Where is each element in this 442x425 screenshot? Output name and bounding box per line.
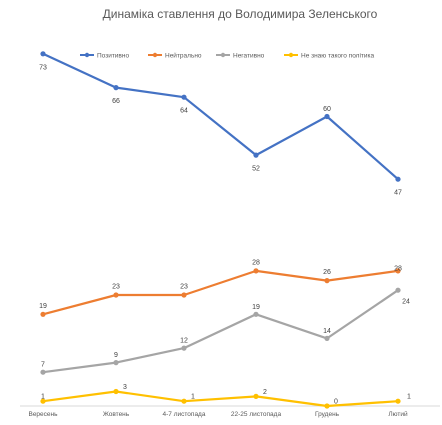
data-label: 64 [180, 108, 188, 115]
data-point [40, 369, 46, 375]
data-point [395, 176, 401, 182]
data-point [395, 287, 401, 293]
data-label: 7 [41, 362, 45, 369]
data-label: 2 [263, 389, 267, 396]
legend: Позитивно Нейтрально Негативно Не знаю тако… [80, 51, 375, 59]
legend-marker-2 [152, 52, 158, 58]
data-point [40, 398, 46, 404]
data-point [395, 398, 401, 404]
series-line-4 [42, 390, 399, 408]
x-tick-label-2: Жовтень [103, 411, 130, 418]
series-3: 7 9 12 19 14 24 [40, 287, 410, 375]
data-point [253, 311, 259, 317]
data-label: 9 [114, 352, 118, 359]
legend-marker-4 [288, 52, 294, 58]
data-point [113, 292, 119, 298]
legend-label-1: Позитивно [97, 52, 129, 59]
data-point [181, 345, 187, 351]
legend-label-2: Нейтрально [165, 51, 202, 59]
data-label: 23 [180, 284, 188, 291]
data-point [324, 403, 330, 409]
legend-label-4: Не знаю такого політика [301, 51, 375, 59]
x-axis-tick-labels: Вересень Жовтень 4-7 листопада 22-25 листоп… [28, 410, 407, 418]
series-4: 1 3 1 2 0 1 [40, 384, 411, 409]
x-tick-label-6: Лютий [388, 410, 408, 418]
data-point [181, 292, 187, 298]
data-point [253, 268, 259, 274]
data-point [324, 278, 330, 284]
x-tick-label-4: 22-25 листопада [231, 411, 282, 418]
data-label: 52 [252, 166, 260, 173]
data-label: 0 [334, 399, 338, 406]
data-label: 1 [191, 394, 195, 401]
series-line-2 [42, 269, 399, 316]
data-point [253, 393, 259, 399]
chart-title: Динаміка ставлення до Володимира Зеленсь… [103, 7, 378, 21]
data-label: 66 [112, 98, 120, 105]
data-label: 28 [252, 259, 260, 266]
data-point [40, 51, 46, 57]
x-tick-label-1: Вересень [28, 411, 58, 418]
legend-marker-3 [220, 52, 226, 58]
legend-label-3: Негативно [233, 52, 265, 59]
data-label: 26 [323, 269, 331, 276]
series-2: 19 23 23 28 26 28 [39, 259, 402, 317]
series-1: 73 66 64 52 60 47 [39, 51, 402, 197]
data-point [253, 152, 259, 158]
data-label: 19 [252, 304, 260, 311]
data-label: 3 [123, 384, 127, 391]
data-point [324, 113, 330, 120]
x-tick-label-3: 4-7 листопада [163, 411, 206, 418]
data-label: 23 [112, 284, 120, 291]
data-label: 60 [323, 106, 331, 113]
series-line-1 [42, 52, 399, 181]
data-label: 28 [394, 265, 402, 272]
data-label: 47 [394, 190, 402, 197]
data-point [181, 94, 187, 100]
data-point [181, 398, 187, 404]
data-label: 12 [180, 338, 188, 345]
legend-marker-1 [84, 52, 90, 58]
data-label: 1 [41, 394, 45, 401]
data-point [395, 268, 401, 274]
data-label: 1 [407, 394, 411, 401]
data-point [113, 388, 119, 395]
series-line-3 [42, 289, 399, 374]
data-point [113, 85, 119, 91]
data-point [324, 335, 330, 341]
data-label: 24 [402, 299, 410, 306]
data-point [40, 311, 46, 317]
data-label: 14 [323, 328, 331, 335]
data-label: 19 [39, 303, 47, 310]
data-label: 73 [39, 64, 47, 71]
data-point [113, 360, 119, 366]
x-tick-label-5: Грудень [315, 411, 340, 418]
